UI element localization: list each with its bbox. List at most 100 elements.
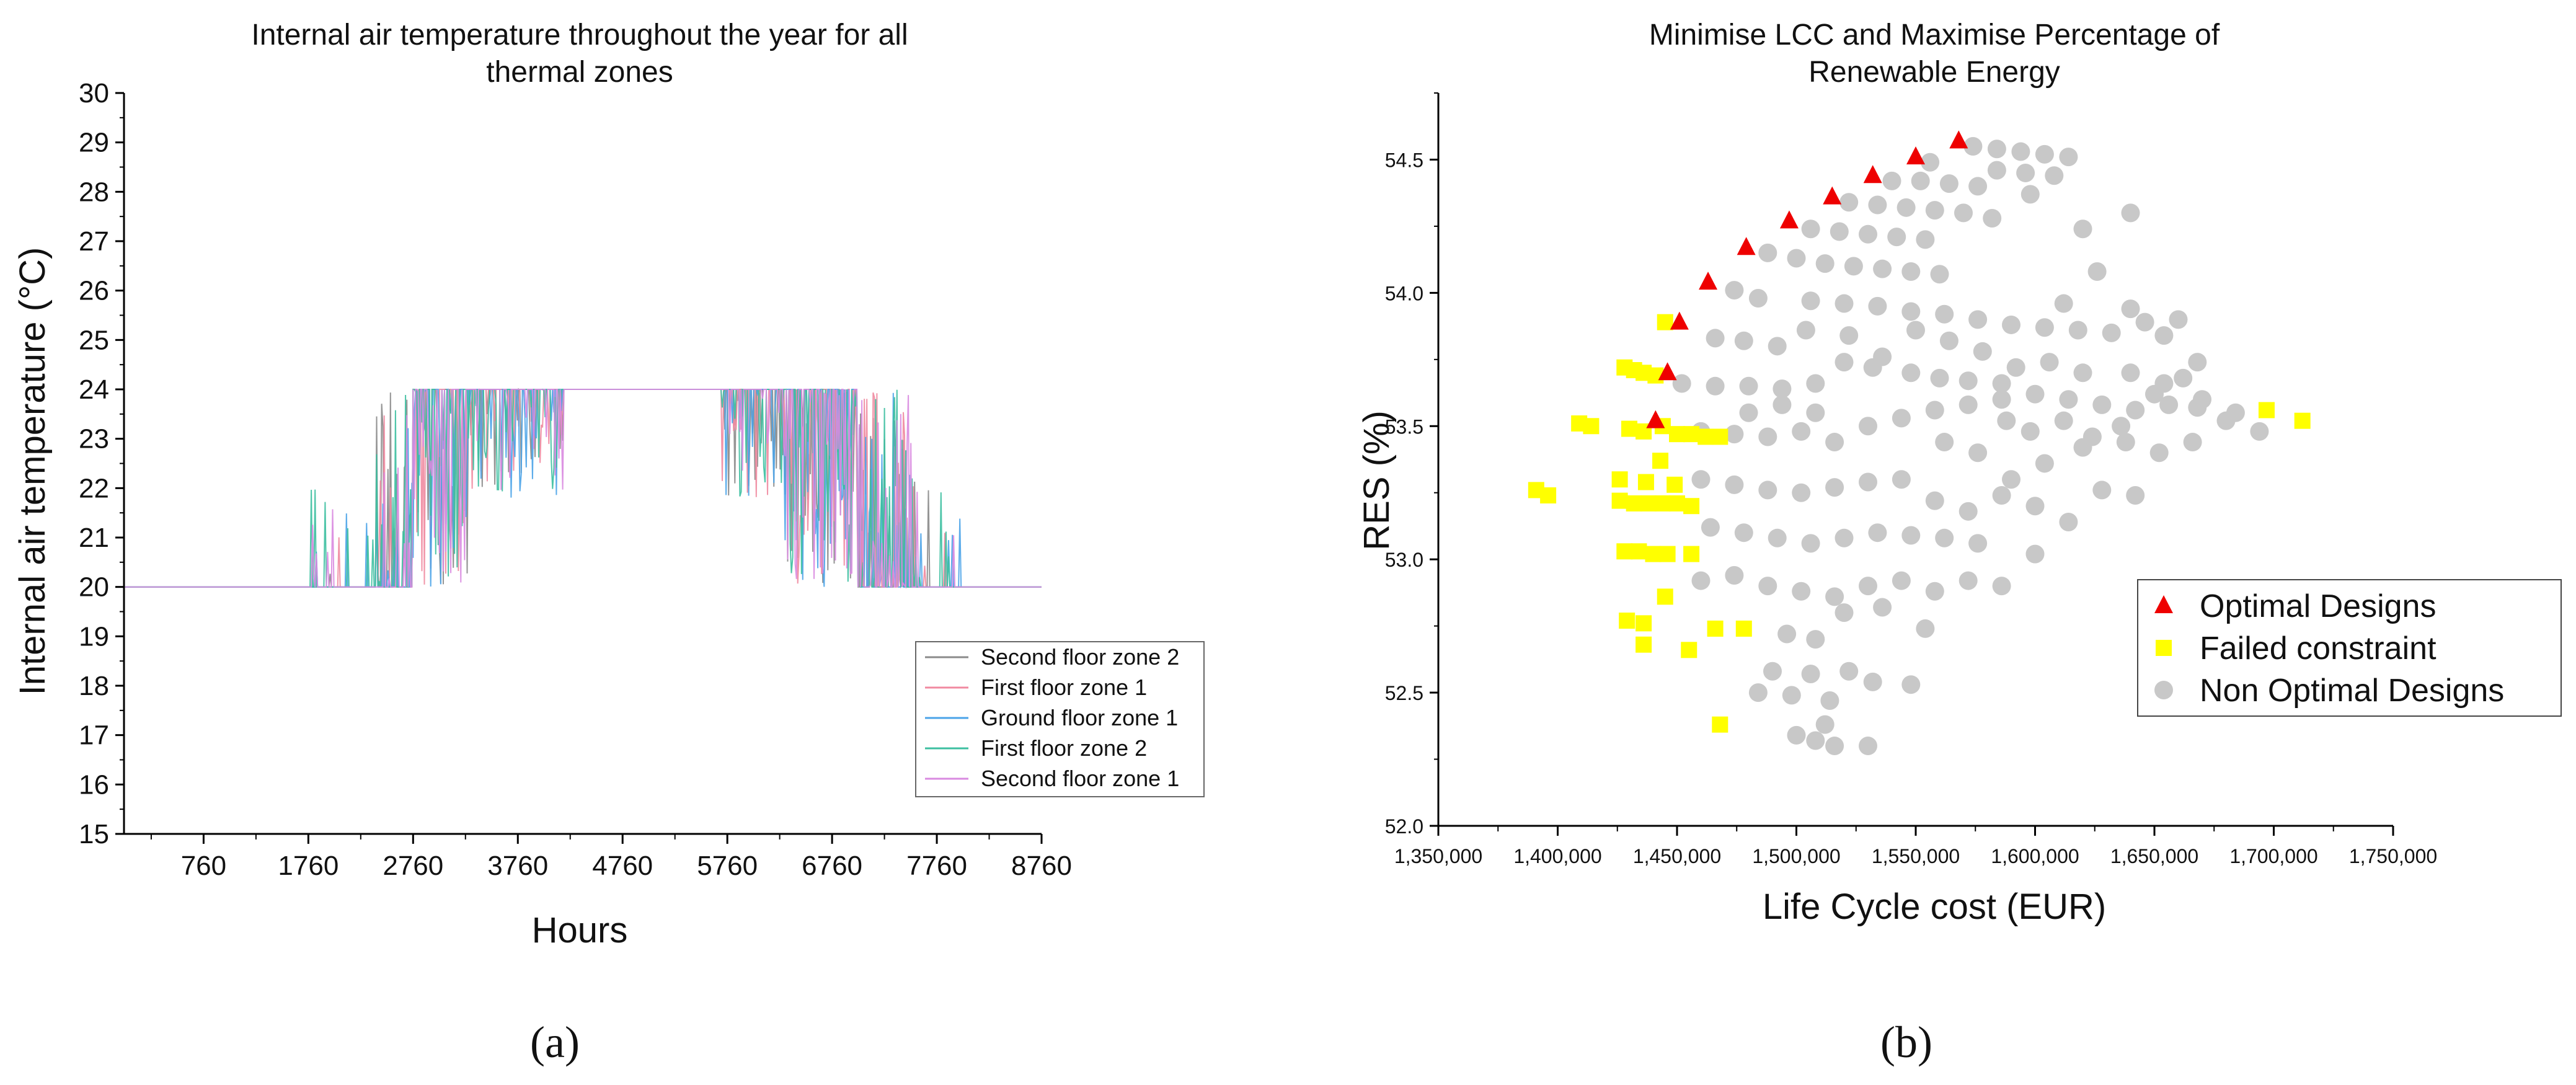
failed-constraint-point	[1635, 615, 1652, 632]
non-optimal-point	[2092, 480, 2112, 500]
non-optimal-point	[1959, 395, 1978, 414]
chart-b-x-tick-label: 1,700,000	[2229, 845, 2317, 867]
optimal-point	[1906, 146, 1925, 165]
non-optimal-point	[1825, 587, 1844, 606]
non-optimal-point	[1901, 302, 1921, 321]
chart-a-y-ticks: 15 16 17 18 19 20 21 22 23 24 25 26 27 28 29 30	[79, 78, 124, 849]
failed-constraint-point	[1712, 716, 1728, 733]
non-optimal-point	[1968, 177, 1988, 196]
non-optimal-point	[2035, 454, 2054, 473]
non-optimal-point	[1773, 379, 1792, 399]
failed-constraint-point	[1652, 453, 1669, 469]
non-optimal-point	[1968, 310, 1988, 329]
non-optimal-point	[1835, 294, 1854, 313]
non-optimal-point	[1901, 262, 1921, 281]
chart-b-y-tick-label: 52.5	[1385, 682, 1423, 704]
non-optimal-point	[1863, 672, 1882, 691]
failed-constraint-point	[1669, 495, 1685, 512]
non-optimal-point	[1839, 326, 1859, 345]
non-optimal-point	[2116, 433, 2135, 452]
non-optimal-point	[2216, 411, 2236, 430]
non-optimal-point	[1835, 353, 1854, 372]
non-optimal-point	[2092, 395, 2112, 414]
chart-a-y-tick-label: 19	[79, 621, 109, 652]
non-optimal-point	[1820, 691, 1839, 710]
chart-b-x-tick-label: 1,650,000	[2110, 845, 2198, 867]
non-optimal-point	[1897, 198, 1916, 217]
non-optimal-point	[1792, 422, 1811, 441]
chart-b-x-tick-label: 1,550,000	[1872, 845, 1960, 867]
optimal-point	[1646, 410, 1665, 428]
chart-b-x-tick-label: 1,750,000	[2349, 845, 2437, 867]
non-optimal-point	[2025, 497, 2045, 516]
non-optimal-point	[1873, 259, 1892, 278]
non-optimal-point	[1906, 321, 1925, 340]
failed-constraint-point	[1659, 546, 1676, 562]
non-optimal-point	[1825, 478, 1844, 497]
non-optimal-point	[1672, 374, 1691, 393]
chart-a-legend: Second floor zone 2 First floor zone 1 Gro…	[915, 641, 1205, 797]
non-optimal-point	[1939, 174, 1959, 193]
non-optimal-point	[1787, 725, 1806, 745]
chart-b-legend-items: Optimal Designs Failed constraint Non Opti…	[2154, 588, 2504, 709]
chart-a-y-tick-label: 16	[79, 769, 109, 800]
non-optimal-point	[1725, 565, 1744, 585]
non-optimal-point	[1859, 472, 1877, 492]
failed-constraint-point	[1657, 588, 1673, 605]
non-optimal-point	[2073, 363, 2092, 383]
non-optimal-point	[2011, 142, 2030, 161]
failed-constraint-point	[1621, 420, 1637, 437]
failed-constraint-point	[1540, 487, 1557, 504]
non-optimal-point	[2188, 398, 2207, 417]
chart-b-legend-marker	[2154, 681, 2173, 699]
chart-b-x-tick-label: 1,450,000	[1633, 845, 1721, 867]
chart-b-legend-marker	[2156, 640, 2172, 656]
non-optimal-point	[2025, 384, 2045, 404]
chart-a-y-tick-label: 15	[79, 819, 109, 849]
non-optimal-point	[1892, 571, 1911, 590]
optimal-point	[1779, 210, 1799, 229]
non-optimal-point	[1773, 395, 1792, 414]
chart-a-legend-label: Second floor zone 2	[981, 644, 1179, 670]
non-optimal-point	[2126, 486, 2145, 505]
failed-constraint-point	[1611, 471, 1628, 488]
non-optimal-point	[1830, 222, 1849, 241]
non-optimal-point	[2068, 321, 2087, 340]
failed-constraint-point	[2294, 412, 2311, 429]
chart-b-y-tick-label: 54.0	[1385, 282, 1423, 304]
non-optimal-point	[2035, 318, 2054, 337]
non-optimal-point	[1992, 577, 2011, 596]
chart-a-x-tick-label: 4760	[592, 851, 653, 881]
chart-a-y-tick-label: 24	[79, 374, 109, 405]
optimal-point	[1949, 130, 1968, 149]
failed-constraint-point	[2258, 402, 2275, 418]
chart-b-legend-label: Non Optimal Designs	[2200, 673, 2504, 709]
non-optimal-point	[1806, 731, 1825, 750]
non-optimal-point	[2087, 262, 2107, 281]
non-optimal-point	[2006, 358, 2025, 377]
non-optimal-point	[1921, 153, 1940, 172]
chart-a-y-tick-label: 28	[79, 177, 109, 207]
non-optimal-point	[2169, 310, 2188, 329]
caption-b: (b)	[1880, 1017, 1932, 1067]
failed-constraint-point	[1669, 426, 1685, 443]
non-optimal-point	[2135, 312, 2154, 332]
chart-b-x-axis-label: Life Cycle cost (EUR)	[1763, 887, 2106, 927]
non-optimal-point	[1825, 433, 1844, 452]
non-optimal-point	[1748, 683, 1768, 702]
non-optimal-point	[1916, 619, 1935, 638]
chart-b-title-line-1: Minimise LCC and Maximise Percentage of	[1649, 19, 2220, 51]
non-optimal-point	[2174, 368, 2193, 388]
non-optimal-point	[1815, 254, 1835, 273]
non-optimal-point	[1758, 480, 1777, 500]
failed-constraint-point	[1619, 613, 1635, 629]
non-optimal-point	[1758, 427, 1777, 446]
non-optimal-point	[1925, 201, 1944, 220]
non-optimal-point	[1725, 475, 1744, 494]
non-optimal-point	[1935, 528, 1954, 547]
chart-b-x-tick-label: 1,350,000	[1394, 845, 1482, 867]
non-optimal-point	[1734, 331, 1753, 350]
failed-constraint-point	[1631, 543, 1647, 560]
chart-a-y-tick-label: 20	[79, 572, 109, 603]
chart-a-y-tick-label: 29	[79, 128, 109, 158]
